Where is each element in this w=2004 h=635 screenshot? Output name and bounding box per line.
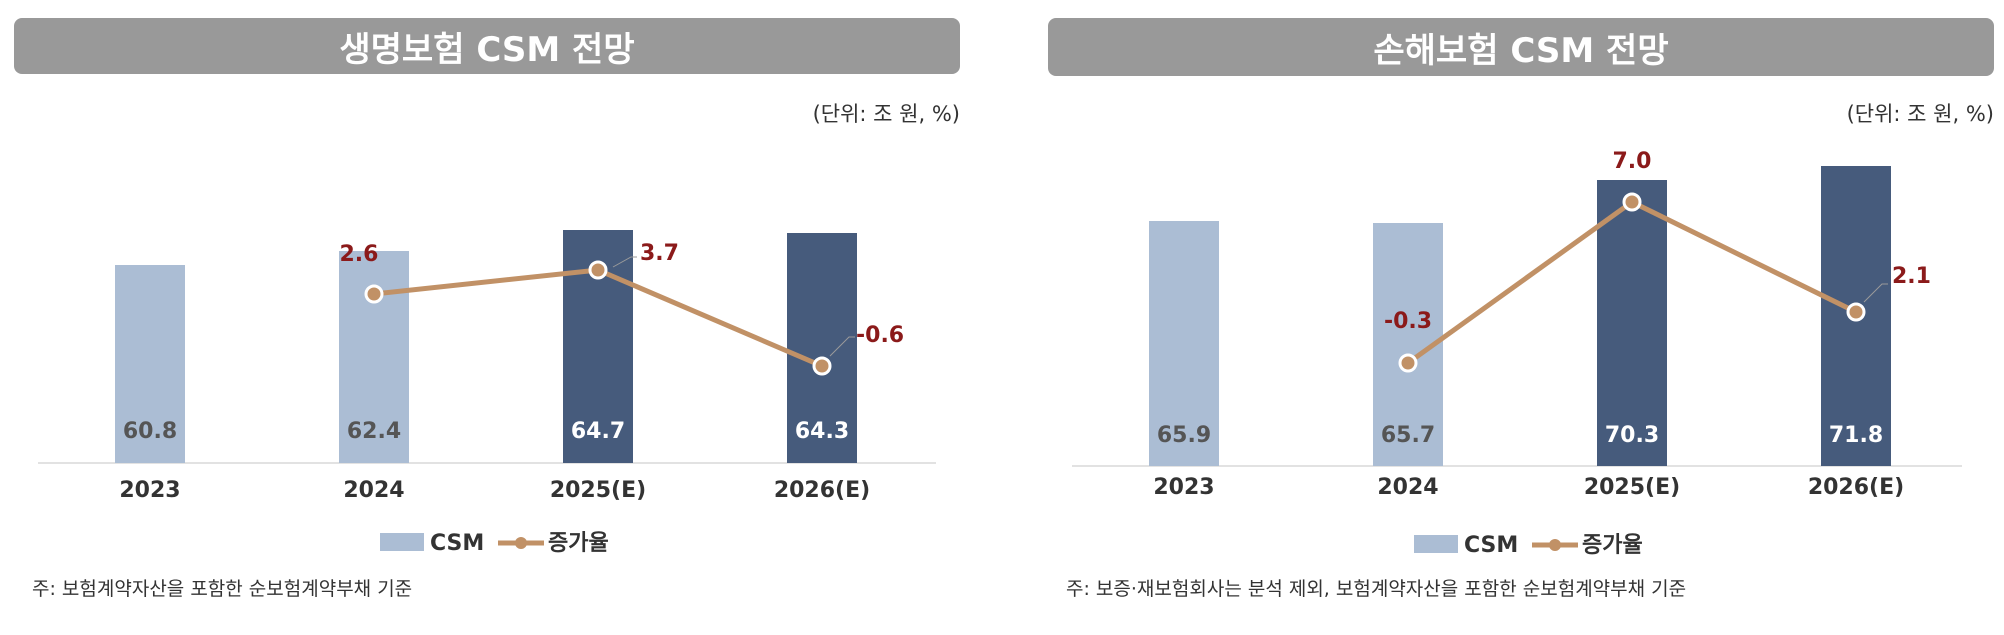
life-insurance-chart: 60.8 2023 62.4 2024 64.7 2025(E) 64.3 2026(E) 2.… bbox=[38, 230, 936, 556]
footnote: 주: 보험계약자산을 포함한 순보험계약부채 기준 bbox=[32, 578, 413, 600]
legend-rate-marker bbox=[515, 537, 527, 549]
growth-rate-label: 3.7 bbox=[640, 241, 679, 266]
legend-csm-swatch bbox=[1414, 535, 1458, 553]
x-tick-label: 2025(E) bbox=[1584, 475, 1680, 500]
growth-rate-point bbox=[1846, 302, 1866, 322]
growth-rate-point bbox=[812, 356, 832, 376]
growth-rate-label: -0.6 bbox=[856, 323, 904, 348]
growth-rate-label: 2.6 bbox=[340, 242, 379, 267]
csm-bar-label: 62.4 bbox=[347, 419, 401, 444]
non-life-insurance-chart: 65.9 2023 65.7 2024 70.3 2025(E) 71.8 2026(E) -0… bbox=[1072, 149, 1962, 558]
x-tick-label: 2025(E) bbox=[550, 478, 646, 503]
x-tick-label: 2024 bbox=[343, 478, 404, 503]
legend-rate-marker bbox=[1549, 539, 1561, 551]
legend-rate-label: 증가율 bbox=[1582, 533, 1643, 558]
csm-bar-label: 64.3 bbox=[795, 419, 849, 444]
growth-rate-label: 7.0 bbox=[1613, 149, 1652, 174]
csm-bar-label: 65.9 bbox=[1157, 423, 1211, 448]
footnote: 주: 보증·재보험회사는 분석 제외, 보험계약자산을 포함한 순보험계약부채 … bbox=[1066, 578, 1687, 600]
growth-rate-label: 2.1 bbox=[1892, 264, 1931, 289]
csm-bar bbox=[1149, 221, 1219, 466]
growth-rate-label: -0.3 bbox=[1384, 309, 1432, 334]
unit-label: (단위: 조 원, %) bbox=[1846, 102, 1994, 126]
x-tick-label: 2023 bbox=[119, 478, 180, 503]
csm-bar-label: 60.8 bbox=[123, 419, 177, 444]
csm-bar bbox=[787, 233, 857, 463]
csm-bar bbox=[115, 265, 185, 463]
non-life-insurance-chart-panel: 손해보험 CSM 전망 (단위: 조 원, %) 65.9 2023 65.7 202… bbox=[1048, 0, 2004, 635]
x-tick-label: 2024 bbox=[1377, 475, 1438, 500]
csm-bar-label: 65.7 bbox=[1381, 423, 1435, 448]
growth-rate-point bbox=[588, 260, 608, 280]
growth-rate-point bbox=[364, 284, 384, 304]
chart-title: 생명보험 CSM 전망 bbox=[14, 18, 960, 74]
unit-label: (단위: 조 원, %) bbox=[812, 102, 960, 126]
x-tick-label: 2023 bbox=[1153, 475, 1214, 500]
csm-bar-label: 70.3 bbox=[1605, 423, 1659, 448]
growth-rate-point bbox=[1398, 353, 1418, 373]
growth-rate-leader bbox=[612, 256, 637, 268]
x-tick-label: 2026(E) bbox=[774, 478, 870, 503]
x-tick-label: 2026(E) bbox=[1808, 475, 1904, 500]
legend-rate-label: 증가율 bbox=[548, 531, 609, 556]
legend-csm-swatch bbox=[380, 533, 424, 551]
legend-csm-label: CSM bbox=[430, 531, 484, 556]
growth-rate-leader bbox=[829, 336, 855, 357]
growth-rate-leader bbox=[1863, 283, 1888, 303]
csm-bar bbox=[1597, 180, 1667, 466]
legend-csm-label: CSM bbox=[1464, 533, 1518, 558]
life-insurance-chart-panel: 생명보험 CSM 전망 (단위: 조 원, %) 60.8 2023 62.4 202… bbox=[14, 0, 974, 635]
growth-rate-point bbox=[1622, 192, 1642, 212]
csm-bar-label: 71.8 bbox=[1829, 423, 1883, 448]
csm-bar-label: 64.7 bbox=[571, 419, 625, 444]
chart-title: 손해보험 CSM 전망 bbox=[1048, 18, 1994, 76]
